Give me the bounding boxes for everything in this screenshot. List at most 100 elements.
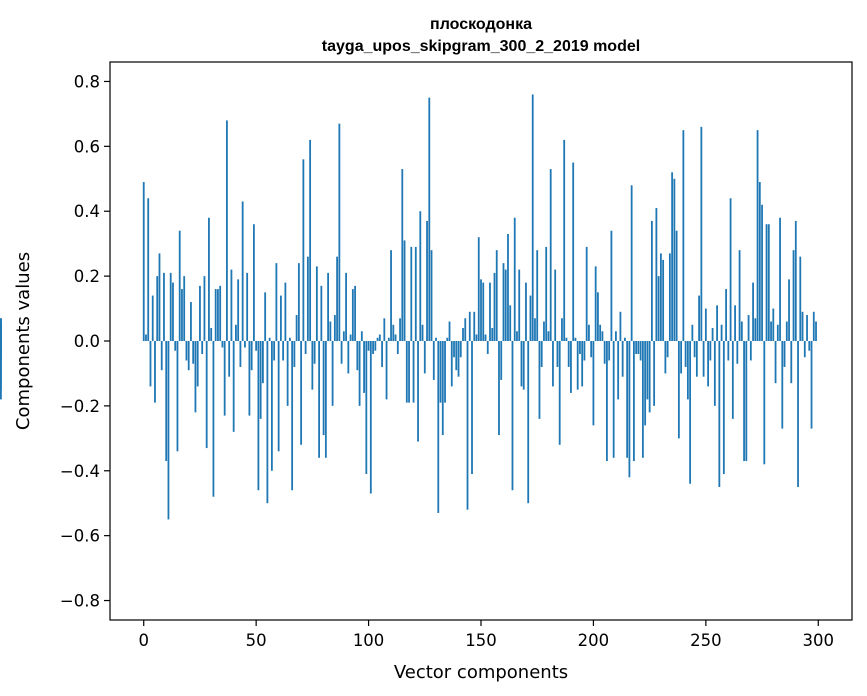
bar xyxy=(797,341,799,487)
bar xyxy=(257,341,260,491)
bar xyxy=(561,318,563,341)
bar xyxy=(758,182,761,341)
bar xyxy=(772,308,775,341)
bar xyxy=(151,295,154,341)
bar xyxy=(340,341,343,364)
bar xyxy=(444,341,446,403)
bar xyxy=(754,318,757,341)
bar xyxy=(806,315,808,341)
bar xyxy=(381,341,383,367)
bar xyxy=(673,178,676,341)
bar xyxy=(345,272,347,341)
bar xyxy=(385,341,388,400)
bar xyxy=(212,341,215,497)
bar xyxy=(675,230,678,341)
bar xyxy=(608,341,611,361)
bar xyxy=(158,253,161,341)
bar xyxy=(540,341,543,367)
y-tick-label: 0.6 xyxy=(74,137,100,156)
bar xyxy=(556,341,559,367)
bar xyxy=(250,341,253,371)
bar xyxy=(432,341,435,380)
bar xyxy=(749,341,752,361)
bar xyxy=(412,341,415,403)
bar xyxy=(181,289,183,341)
bar xyxy=(255,341,258,351)
bar xyxy=(394,334,397,341)
bar xyxy=(201,341,204,354)
bar xyxy=(246,272,249,341)
x-tick-label: 100 xyxy=(353,631,385,650)
bars-group xyxy=(0,94,817,520)
bar xyxy=(504,269,507,341)
bar xyxy=(702,341,705,377)
y-tick-label: −0.6 xyxy=(60,527,100,546)
bar xyxy=(484,334,487,341)
bar xyxy=(729,198,732,341)
bar xyxy=(324,341,327,458)
bar xyxy=(570,341,572,393)
bar xyxy=(592,341,595,426)
y-tick-label: −0.8 xyxy=(60,592,100,611)
bar xyxy=(468,311,471,341)
bar xyxy=(248,341,251,416)
bar xyxy=(529,295,532,341)
bar xyxy=(369,341,372,494)
bar xyxy=(156,276,159,341)
x-tick-label: 150 xyxy=(465,631,497,650)
bar xyxy=(693,341,696,358)
bar xyxy=(650,220,653,341)
bar xyxy=(774,341,777,384)
bar xyxy=(192,341,195,364)
bar xyxy=(790,341,793,384)
bar xyxy=(214,289,217,341)
bar xyxy=(194,341,197,413)
bar xyxy=(507,233,509,341)
bar xyxy=(297,263,300,341)
bar xyxy=(419,211,422,341)
y-tick-label: 0.2 xyxy=(74,267,100,286)
bar xyxy=(399,318,401,341)
bar xyxy=(518,269,521,341)
bar xyxy=(262,341,264,384)
bar xyxy=(606,341,608,462)
bar xyxy=(695,341,698,377)
chart-title: плоскодонка xyxy=(430,16,532,33)
bar xyxy=(552,341,554,387)
bar xyxy=(677,341,680,439)
bar xyxy=(217,289,219,341)
bar xyxy=(169,272,172,341)
bar xyxy=(172,282,174,341)
bar xyxy=(803,341,806,358)
bar xyxy=(815,321,817,341)
bar xyxy=(387,337,390,341)
bar xyxy=(689,341,692,484)
bar xyxy=(423,341,426,374)
x-axis-ticks: 0 50 100 150 200 250 300 xyxy=(138,620,834,650)
bar xyxy=(599,324,602,341)
bar xyxy=(498,341,500,436)
bar xyxy=(439,341,442,403)
bar xyxy=(646,341,649,400)
bar xyxy=(671,172,674,341)
bar xyxy=(547,331,550,341)
bar xyxy=(664,341,667,374)
bar xyxy=(302,159,305,341)
bar xyxy=(405,341,408,403)
bar xyxy=(648,341,651,413)
bar xyxy=(588,324,590,341)
bar xyxy=(471,341,473,475)
bar xyxy=(808,341,811,351)
bar xyxy=(612,341,615,458)
bar xyxy=(291,341,294,491)
bar xyxy=(203,276,206,341)
bar xyxy=(720,324,723,341)
bar xyxy=(698,295,700,341)
bar xyxy=(459,341,462,358)
bar xyxy=(154,341,156,403)
bar xyxy=(531,94,534,341)
bar xyxy=(500,341,503,380)
bar xyxy=(597,292,599,341)
bar xyxy=(493,272,496,341)
bar xyxy=(266,341,269,504)
